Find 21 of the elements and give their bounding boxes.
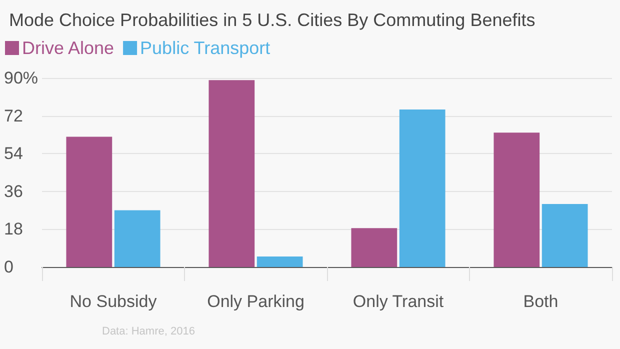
y-tick-label: 90%	[4, 68, 38, 88]
legend-label: Drive Alone	[22, 38, 114, 58]
y-tick-label: 36	[4, 182, 23, 201]
x-tick-label: Only Parking	[207, 292, 304, 311]
bar	[494, 132, 540, 267]
bar	[66, 136, 112, 267]
bar	[399, 110, 446, 267]
x-tick-label: Both	[523, 292, 558, 311]
y-tick-label: 0	[4, 258, 14, 276]
x-tick-label: Only Transit	[352, 292, 444, 311]
bar	[208, 80, 255, 267]
legend-label: Public Transport	[140, 38, 270, 58]
bar	[351, 228, 398, 267]
chart-title: Mode Choice Probabilities in 5 U.S. Cities By Commuting Benefits	[9, 10, 536, 30]
bar	[256, 256, 303, 267]
bar	[542, 204, 588, 267]
y-tick-label: 72	[4, 106, 23, 126]
y-tick-label: 54	[4, 144, 23, 164]
y-tick-label: 18	[4, 220, 23, 239]
bar	[114, 210, 160, 267]
x-tick-label: No Subsidy	[70, 292, 158, 311]
